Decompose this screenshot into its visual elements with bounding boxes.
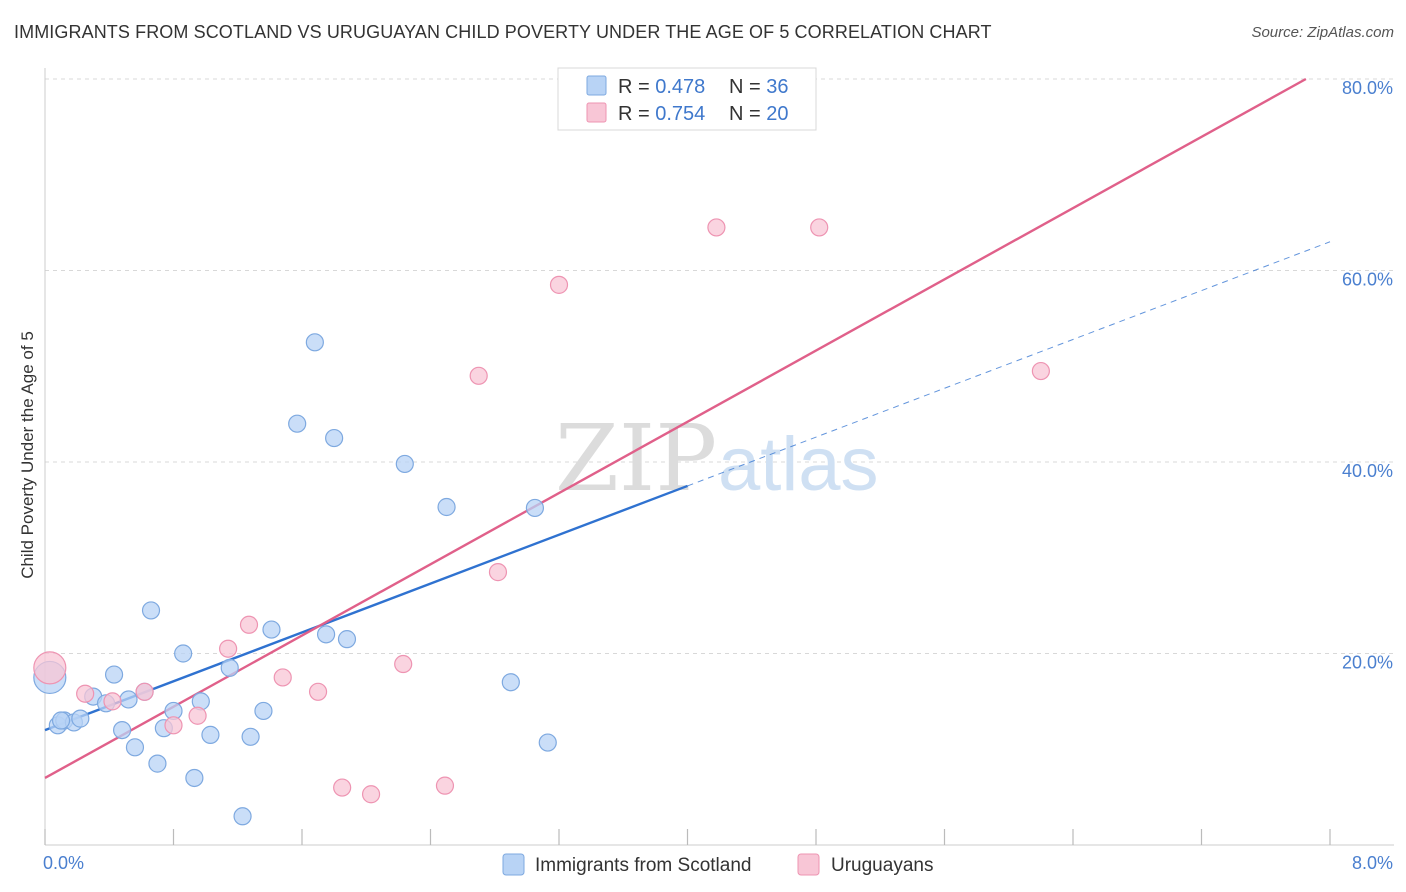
point-uruguayans xyxy=(488,563,508,582)
point-scotland xyxy=(254,701,273,721)
legend-r-label-1: R = xyxy=(618,76,655,98)
source-label: Source: ZipAtlas.com xyxy=(1251,24,1394,41)
series-legend-swatch-scotland xyxy=(502,853,525,876)
svg-text:R = 0.478: R = 0.478 xyxy=(618,76,705,98)
legend-swatch-scotland xyxy=(586,75,607,96)
point-scotland xyxy=(305,333,324,352)
legend-r-label-2: R = xyxy=(618,103,655,125)
legend-n-value-2: 20 xyxy=(766,103,788,125)
point-scotland xyxy=(437,497,456,517)
y-tick-label: 80.0% xyxy=(1342,78,1393,98)
axes xyxy=(44,68,1394,846)
legend-n-label-1: N = xyxy=(729,76,766,98)
point-uruguayans xyxy=(333,778,352,797)
legend-swatch-uruguayans xyxy=(586,102,607,123)
point-scotland xyxy=(185,768,204,788)
point-uruguayans xyxy=(707,218,726,237)
point-uruguayans xyxy=(549,275,569,294)
point-uruguayans xyxy=(394,654,413,674)
point-scotland xyxy=(141,601,161,620)
point-uruguayans xyxy=(469,366,488,385)
y-tick-label: 20.0% xyxy=(1342,653,1393,673)
series-legend-label-scotland: Immigrants from Scotland xyxy=(535,855,751,876)
y-tick-label: 40.0% xyxy=(1342,461,1393,481)
point-uruguayans xyxy=(219,639,238,658)
point-scotland xyxy=(316,625,336,644)
svg-text:N = 20: N = 20 xyxy=(729,103,789,125)
legend-n-label-2: N = xyxy=(729,103,766,125)
watermark: ZIP atlas xyxy=(555,405,879,512)
point-scotland xyxy=(174,644,193,663)
point-uruguayans xyxy=(164,716,183,735)
x-tick-label: 8.0% xyxy=(1352,853,1393,873)
point-uruguayans xyxy=(76,684,95,703)
point-scotland xyxy=(538,733,557,752)
chart-title: IMMIGRANTS FROM SCOTLAND VS URUGUAYAN CH… xyxy=(14,22,992,42)
point-scotland xyxy=(262,620,281,639)
point-scotland xyxy=(125,738,145,757)
point-scotland xyxy=(220,658,239,677)
gridlines xyxy=(45,78,1394,654)
point-uruguayans xyxy=(308,682,328,701)
point-scotland xyxy=(51,711,71,730)
point-uruguayans xyxy=(361,785,381,804)
point-scotland xyxy=(71,709,90,728)
point-uruguayans xyxy=(810,218,829,237)
point-scotland xyxy=(325,428,344,448)
point-uruguayans xyxy=(103,692,122,711)
data-points xyxy=(33,218,1050,826)
point-scotland xyxy=(233,807,252,826)
point-scotland xyxy=(288,414,307,433)
watermark-atlas: atlas xyxy=(718,422,879,507)
trendline-scotland-extension xyxy=(687,241,1331,487)
svg-text:N = 36: N = 36 xyxy=(729,76,789,98)
point-uruguayans xyxy=(188,706,207,725)
legend-r-value-1: 0.478 xyxy=(655,76,705,98)
point-scotland xyxy=(525,498,545,518)
legend-n-value-1: 36 xyxy=(766,76,788,98)
stats-legend: R = 0.478 N = 36 R = 0.754 N = 20 xyxy=(557,67,817,131)
series-legend-label-uruguayans: Uruguayans xyxy=(831,855,933,876)
point-scotland xyxy=(104,665,124,684)
point-uruguayans xyxy=(135,682,154,701)
point-scotland xyxy=(201,725,220,744)
trendline-uruguayans xyxy=(44,77,1307,780)
svg-text:R = 0.754: R = 0.754 xyxy=(618,103,705,125)
point-scotland xyxy=(148,754,167,773)
point-uruguayans xyxy=(33,651,67,685)
point-uruguayans xyxy=(435,776,455,795)
point-scotland xyxy=(337,630,357,649)
tick-labels: 20.0% 40.0% 60.0% 80.0% 0.0% 8.0% xyxy=(43,78,1393,873)
point-scotland xyxy=(501,673,520,692)
point-scotland xyxy=(395,454,414,474)
x-tick-label: 0.0% xyxy=(43,853,84,873)
legend-r-value-2: 0.754 xyxy=(655,103,705,125)
point-uruguayans xyxy=(273,668,292,687)
y-tick-label: 60.0% xyxy=(1342,270,1393,290)
point-scotland xyxy=(241,727,260,746)
point-uruguayans xyxy=(239,615,259,634)
watermark-zip: ZIP xyxy=(555,405,717,512)
point-scotland xyxy=(112,720,132,740)
point-scotland xyxy=(119,690,138,709)
series-legend-swatch-uruguayans xyxy=(797,853,820,876)
series-legend: Immigrants from Scotland Uruguayans xyxy=(502,853,933,876)
y-axis-label: Child Poverty Under the Age of 5 xyxy=(18,331,37,579)
point-uruguayans xyxy=(1031,361,1050,381)
